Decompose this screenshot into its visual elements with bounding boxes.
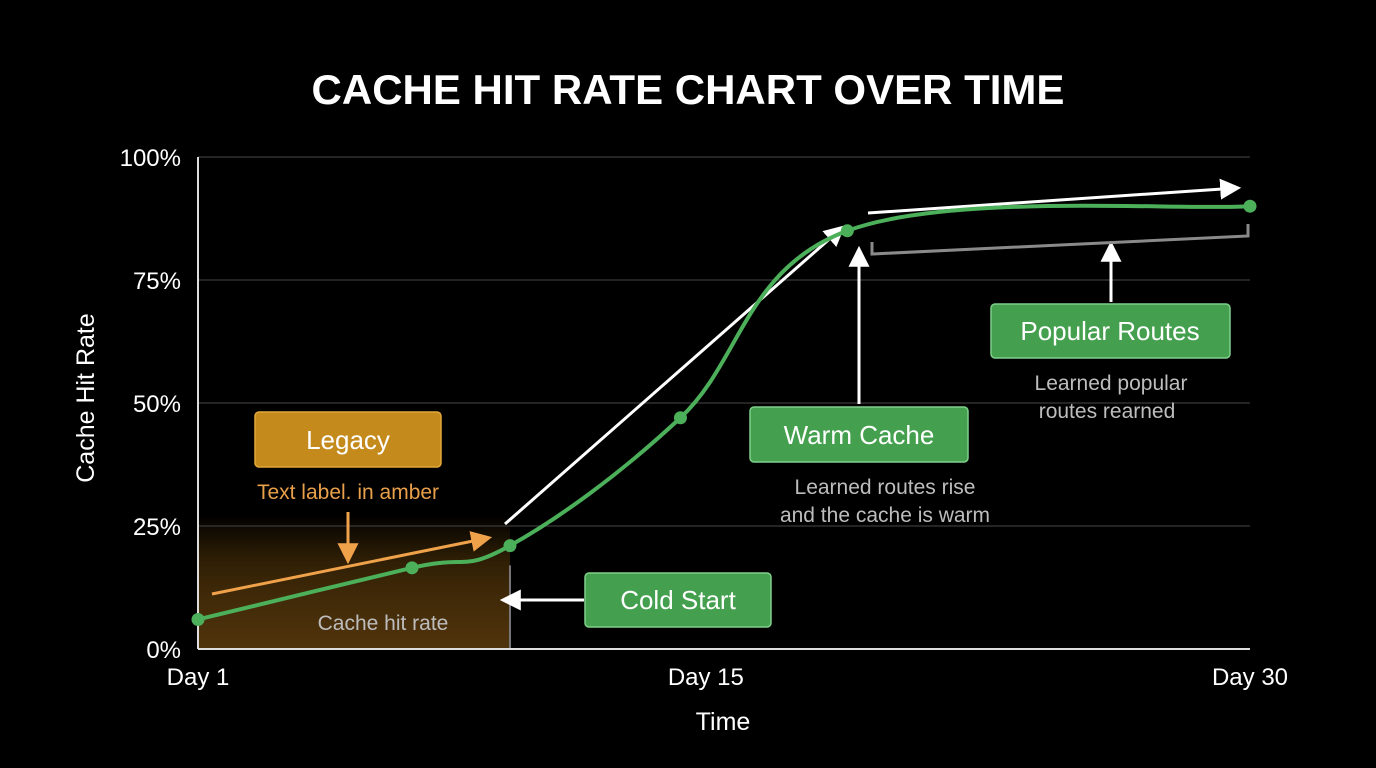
data-point	[1243, 199, 1257, 213]
y-tick-label: 50%	[133, 391, 181, 418]
popular-routes-label: Popular Routes	[1020, 316, 1199, 346]
popular-routes-box	[990, 303, 1231, 359]
legacy-box	[254, 411, 442, 468]
y-tick-label: 75%	[133, 268, 181, 295]
popular-routes-bracket	[870, 224, 1250, 256]
warm-cache-note-line1: Learned routes rise	[795, 476, 976, 499]
warm-cache-box	[749, 406, 969, 463]
legacy-trend-arrow	[211, 531, 493, 596]
chart-title: CACHE HIT RATE CHART OVER TIME	[312, 66, 1065, 113]
y-tick-label: 0%	[146, 637, 181, 664]
warm-cache-label: Warm Cache	[784, 420, 935, 450]
growth-arrow	[504, 225, 846, 526]
legacy-note: Text label. in amber	[257, 481, 439, 504]
y-tick-labels: 0% 25% 50% 75% 100%	[120, 145, 181, 664]
data-point	[673, 411, 687, 425]
popular-routes-note-line1: Learned popular	[1035, 372, 1188, 395]
y-tick-label: 100%	[120, 145, 181, 172]
data-point	[405, 561, 419, 575]
y-tick-label: 25%	[133, 514, 181, 541]
x-tick-label: Day 30	[1212, 664, 1288, 691]
popular-routes-annotation: Popular Routes Learned popular routes re…	[990, 303, 1231, 423]
shaded-region-label: Cache hit rate	[318, 612, 449, 635]
cold-start-annotation: Cold Start	[584, 572, 772, 628]
legacy-label: Legacy	[306, 425, 390, 455]
plateau-arrow	[867, 178, 1242, 215]
data-point	[503, 539, 517, 553]
x-tick-label: Day 1	[167, 664, 230, 691]
legacy-annotation: Legacy Text label. in amber	[254, 411, 442, 504]
data-point	[191, 612, 205, 626]
x-tick-label: Day 15	[668, 664, 744, 691]
warm-cache-note-line2: and the cache is warm	[780, 504, 990, 527]
series-line	[197, 203, 1251, 622]
data-point	[840, 224, 854, 238]
grid-lines	[198, 156, 1250, 527]
warm-cache-annotation: Warm Cache Learned routes rise and the c…	[749, 406, 990, 527]
cold-start-box	[584, 572, 772, 628]
y-axis-label: Cache Hit Rate	[72, 313, 100, 483]
popular-routes-note-line2: routes rearned	[1039, 400, 1176, 423]
series-points	[191, 199, 1257, 626]
x-tick-labels: Day 1 Day 15 Day 30	[167, 664, 1288, 691]
cold-start-label: Cold Start	[620, 585, 736, 615]
x-axis-label: Time	[696, 708, 751, 736]
